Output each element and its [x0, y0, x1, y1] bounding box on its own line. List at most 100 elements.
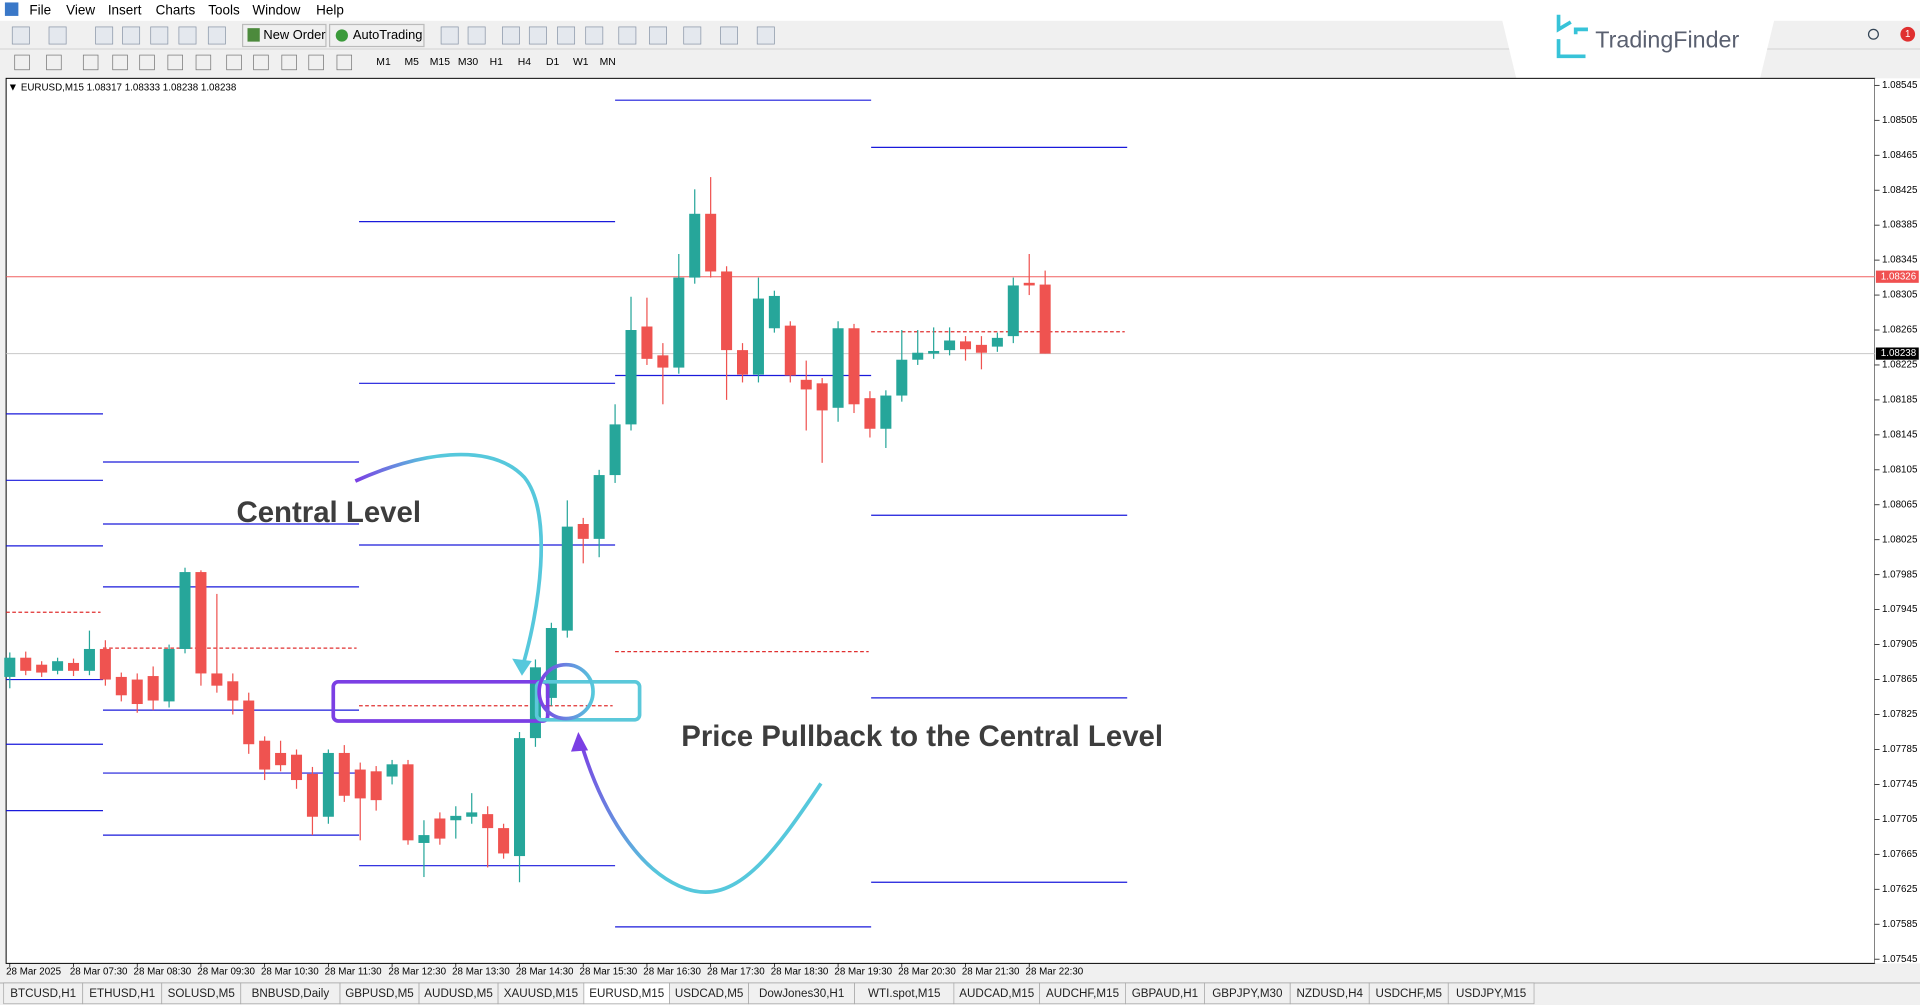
drawing-tool[interactable] [308, 54, 324, 71]
notification-count: 1 [1905, 29, 1910, 40]
price-label-box [1875, 347, 1919, 360]
drawing-tool[interactable] [167, 54, 183, 71]
timeframe-button[interactable]: M15 [430, 57, 450, 68]
symbol-tab[interactable] [1447, 982, 1535, 1005]
toolbar-icon[interactable] [756, 26, 775, 45]
candle-body [880, 395, 892, 429]
y-tick-label: 1.07945 [1882, 604, 1918, 615]
drawing-tool[interactable] [226, 54, 242, 71]
timeframe-button[interactable]: MN [600, 57, 616, 68]
toolbar-icon[interactable] [528, 26, 547, 45]
y-tick-label: 1.07825 [1882, 709, 1918, 720]
symbol-tab-label: XAUUSD,M15 [504, 987, 578, 1000]
timeframe-button[interactable]: H4 [518, 57, 532, 68]
drawing-tool[interactable] [253, 54, 269, 71]
drawing-tool[interactable] [14, 54, 30, 71]
candle-body [52, 661, 64, 671]
toolbar-icon[interactable] [467, 26, 486, 45]
highlight-box [534, 679, 642, 722]
toolbar-icon[interactable] [178, 26, 197, 45]
x-tick-label: 28 Mar 10:30 [261, 967, 319, 978]
y-tick-label: 1.08345 [1882, 255, 1918, 266]
drawing-tool[interactable] [82, 54, 99, 71]
symbol-tab-label: GBPUSD,M5 [345, 987, 414, 1000]
toolbar-icon[interactable] [95, 26, 114, 45]
brand-panel [1497, 0, 1780, 81]
candle-body [418, 835, 430, 843]
timeframe-button[interactable]: M5 [404, 57, 419, 68]
toolbar-icon[interactable] [618, 26, 637, 45]
symbol-tab-label: AUDCHF,M15 [1046, 987, 1119, 1000]
auto-trading-button[interactable] [328, 23, 425, 48]
toolbar-icon[interactable] [683, 26, 702, 45]
drawing-tool[interactable] [281, 54, 297, 71]
candle-body [386, 764, 398, 777]
toolbar-icon[interactable] [585, 26, 604, 45]
toolbar-icon[interactable] [557, 26, 576, 45]
candle-body [577, 524, 589, 539]
menu-item[interactable]: Window [252, 3, 300, 18]
menu-item[interactable]: Insert [108, 3, 142, 18]
menu-item[interactable]: Charts [156, 3, 196, 18]
toolbar-icon[interactable] [720, 26, 738, 45]
toolbar-icon[interactable] [11, 26, 30, 45]
x-tick-label: 28 Mar 08:30 [134, 967, 192, 978]
x-tick-label: 28 Mar 17:30 [707, 967, 765, 978]
brand-name: TradingFinder [1595, 27, 1739, 53]
highlight-circle [537, 662, 595, 721]
price-axis [1874, 78, 1920, 964]
candle-body [975, 344, 987, 353]
candle-body [784, 325, 796, 376]
x-tick-label: 28 Mar 16:30 [643, 967, 701, 978]
y-tick-label: 1.08145 [1882, 429, 1918, 440]
candle-body [131, 679, 143, 705]
drawing-tool[interactable] [139, 54, 155, 71]
arrow-head [570, 732, 589, 752]
chart-area [5, 77, 1876, 964]
drawing-tool[interactable] [112, 54, 128, 71]
candle-body [147, 676, 159, 701]
drawing-tool[interactable] [46, 54, 62, 71]
menu-item[interactable]: View [66, 3, 95, 18]
auto-trading-icon [335, 29, 348, 42]
y-tick-label: 1.07705 [1882, 814, 1918, 825]
menu-item[interactable]: Tools [208, 3, 240, 18]
drawing-tool[interactable] [195, 54, 212, 71]
candle-body [338, 752, 350, 796]
toolbar-icon[interactable] [48, 26, 67, 45]
candle-body [928, 350, 940, 354]
toolbar-icon[interactable] [440, 26, 459, 45]
timeframe-button[interactable]: M30 [458, 57, 478, 68]
y-tick-label: 1.07745 [1882, 779, 1918, 790]
candle-body [227, 681, 239, 701]
timeframe-button[interactable]: D1 [546, 57, 560, 68]
candle-body [816, 383, 828, 411]
new-order-button[interactable] [241, 23, 327, 48]
symbol-tab-label: AUDCAD,M15 [959, 987, 1034, 1000]
tab-bar: BTCUSD,H1 ETHUSD,H1 SOLUSD,M5 BNBUSD,Daily G… [0, 982, 1920, 1005]
timeframe-button[interactable]: M1 [376, 57, 391, 68]
toolbar-icon[interactable] [501, 26, 520, 45]
candle-body [466, 812, 478, 817]
timeframe-button[interactable]: W1 [573, 57, 589, 68]
menu-bar [0, 0, 1920, 21]
notification-badge[interactable] [1900, 26, 1916, 42]
candle-body [1007, 285, 1019, 337]
symbol-tab-label: BTCUSD,H1 [10, 987, 76, 1000]
toolbar-icon[interactable] [207, 26, 226, 45]
candle-body [991, 337, 1003, 347]
toolbar-icon[interactable] [150, 26, 169, 45]
x-tick-label: 28 Mar 15:30 [580, 967, 638, 978]
candle-body [960, 341, 972, 350]
menu-item[interactable]: Help [316, 3, 344, 18]
timeframe-button[interactable]: H1 [490, 57, 504, 68]
candle-body [673, 277, 685, 368]
candle-body [243, 700, 255, 745]
toolbar-icon[interactable] [649, 26, 667, 45]
menu-item[interactable]: File [29, 3, 51, 18]
x-tick-label: 28 Mar 20:30 [898, 967, 956, 978]
drawing-tool[interactable] [336, 54, 353, 71]
search-icon[interactable] [1867, 28, 1879, 40]
toolbar-icon[interactable] [122, 26, 141, 45]
